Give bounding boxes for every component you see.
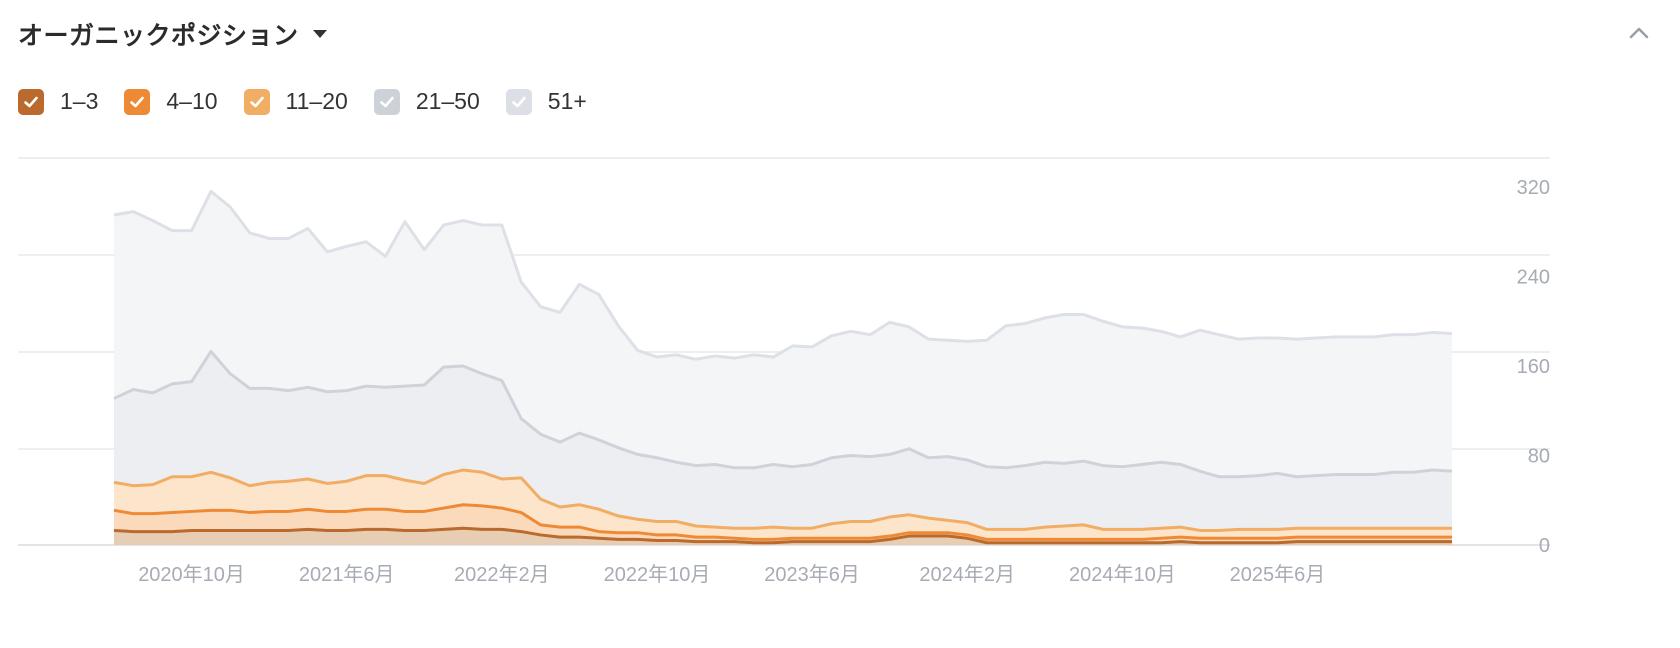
legend-label: 51+ bbox=[547, 88, 587, 114]
series-area bbox=[114, 470, 1452, 540]
series-area bbox=[114, 528, 1452, 545]
legend-item[interactable]: 21–50 bbox=[373, 88, 480, 115]
series-area bbox=[114, 504, 1452, 543]
chart-title: オーガニックポジション bbox=[18, 21, 299, 50]
legend-item[interactable]: 51+ bbox=[505, 88, 587, 115]
legend-item[interactable]: 11–20 bbox=[243, 88, 348, 115]
legend-label: 21–50 bbox=[415, 88, 480, 114]
x-tick-label: 2025年6月 bbox=[1230, 563, 1326, 586]
check-icon bbox=[249, 96, 264, 107]
check-icon bbox=[24, 96, 38, 107]
legend-checkbox[interactable] bbox=[505, 88, 532, 115]
legend-label: 4–10 bbox=[166, 88, 218, 114]
x-tick-label: 2021年6月 bbox=[299, 563, 395, 586]
legend-label: 1–3 bbox=[60, 88, 99, 114]
x-tick-label: 2022年10月 bbox=[604, 563, 711, 586]
series-line bbox=[113, 349, 1453, 479]
x-tick-label: 2022年2月 bbox=[454, 563, 550, 586]
legend-checkbox[interactable] bbox=[124, 88, 151, 115]
x-tick-label: 2024年10月 bbox=[1069, 563, 1176, 586]
series-area bbox=[114, 351, 1452, 531]
y-tick-label: 320 bbox=[1517, 177, 1550, 199]
caret-down-icon[interactable] bbox=[312, 30, 327, 38]
y-tick-label: 80 bbox=[1528, 446, 1550, 468]
series-line bbox=[113, 503, 1452, 541]
chevron-up-icon[interactable] bbox=[1628, 22, 1650, 44]
series-line bbox=[113, 526, 1452, 545]
series-line bbox=[113, 189, 1453, 361]
y-tick-label: 240 bbox=[1517, 267, 1550, 289]
legend-label: 11–20 bbox=[285, 88, 348, 114]
legend-item[interactable]: 4–10 bbox=[124, 88, 218, 115]
chart-legend: 1–3 4–10 11–20 21–50 51+ bbox=[18, 88, 613, 115]
check-icon bbox=[380, 96, 394, 107]
legend-item[interactable]: 1–3 bbox=[18, 88, 98, 115]
series-line bbox=[113, 468, 1452, 532]
x-tick-label: 2023年6月 bbox=[764, 563, 860, 586]
y-tick-label: 0 bbox=[1539, 535, 1550, 557]
legend-checkbox[interactable] bbox=[243, 88, 270, 115]
y-tick-label: 160 bbox=[1517, 356, 1550, 378]
legend-checkbox[interactable] bbox=[373, 88, 400, 115]
x-tick-label: 2020年10月 bbox=[138, 563, 245, 586]
check-icon bbox=[511, 96, 526, 107]
series-area bbox=[114, 191, 1452, 477]
legend-checkbox[interactable] bbox=[18, 88, 44, 115]
chart-header: オーガニックポジション bbox=[18, 14, 327, 54]
check-icon bbox=[130, 96, 145, 107]
x-tick-label: 2024年2月 bbox=[919, 563, 1015, 586]
